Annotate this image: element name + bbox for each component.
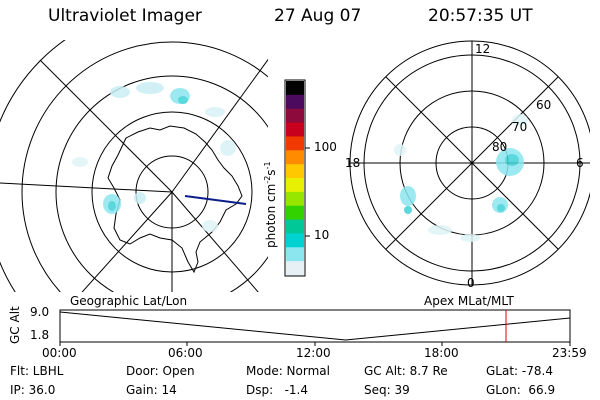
mode-status: Mode: Normal bbox=[246, 364, 330, 378]
altitude-timeline bbox=[59, 309, 571, 346]
coastline bbox=[107, 125, 243, 274]
colorbar-band bbox=[286, 219, 304, 234]
timeline-x-tick-0: 00:00 bbox=[42, 346, 77, 360]
timeline-y-tick-top: 9.0 bbox=[30, 305, 50, 319]
satellite-track bbox=[184, 195, 247, 205]
mlt-label-18: 18 bbox=[345, 156, 361, 170]
colorbar-band bbox=[286, 205, 304, 221]
glon-status: GLon: 66.9 bbox=[486, 383, 556, 397]
colorbar-unit-label: photon cm-2s-1 bbox=[263, 161, 278, 248]
seq-status: Seq: 39 bbox=[364, 383, 410, 397]
mlt-label-6: 6 bbox=[576, 156, 584, 170]
time-label: 20:57:35 UT bbox=[428, 6, 533, 26]
colorbar-band bbox=[286, 108, 304, 124]
colorbar-band bbox=[286, 191, 304, 207]
gc-alt-status: GC Alt: 8.7 Re bbox=[364, 364, 448, 378]
mlat-label-60: 60 bbox=[536, 98, 552, 112]
meridian-se bbox=[171, 191, 259, 292]
ip-status: IP: 36.0 bbox=[10, 383, 56, 397]
mlt-label-0: 0 bbox=[467, 276, 475, 290]
timeline-x-tick-4: 23:59 bbox=[552, 346, 587, 360]
colorbar-band bbox=[286, 178, 304, 193]
timeline-x-tick-2: 12:00 bbox=[296, 346, 331, 360]
timeline-x-tick-3: 18:00 bbox=[424, 346, 459, 360]
geographic-map bbox=[0, 40, 268, 292]
timeline-y-axis-label: GC Alt bbox=[8, 306, 22, 344]
colorbar-tick-10: 10 bbox=[314, 228, 330, 242]
colorbar-band bbox=[286, 247, 304, 262]
mlt-label-12: 12 bbox=[475, 42, 491, 56]
colorbar bbox=[284, 79, 310, 277]
meridian-w bbox=[0, 182, 173, 193]
colorbar-band bbox=[286, 81, 304, 96]
aurora-left bbox=[72, 82, 236, 232]
glat-status: GLat: -78.4 bbox=[486, 364, 553, 378]
colorbar-band bbox=[286, 233, 304, 248]
door-status: Door: Open bbox=[126, 364, 195, 378]
meridian-ne bbox=[171, 58, 268, 193]
right-panel-caption: Apex MLat/MLT bbox=[424, 294, 514, 308]
colorbar-band bbox=[286, 150, 304, 165]
colorbar-band bbox=[286, 164, 304, 179]
meridian-nw bbox=[39, 59, 173, 193]
meridian-sw bbox=[81, 191, 173, 292]
magnetic-map bbox=[349, 40, 590, 286]
instrument-title: Ultraviolet Imager bbox=[48, 6, 202, 26]
lat-circle-4 bbox=[21, 41, 268, 292]
colorbar-band bbox=[286, 136, 304, 151]
mlat-label-70: 70 bbox=[512, 120, 528, 134]
lat-circle-5 bbox=[0, 40, 66, 292]
mlt-line-diag2 bbox=[385, 76, 559, 250]
colorbar-band bbox=[286, 122, 304, 137]
filter-status: Flt: LBHL bbox=[10, 364, 64, 378]
mlat-label-80: 80 bbox=[492, 140, 508, 154]
aurora-right bbox=[394, 114, 528, 242]
colorbar-band bbox=[286, 94, 304, 110]
colorbar-band bbox=[286, 261, 304, 276]
colorbar-tick-100: 100 bbox=[314, 140, 337, 154]
left-panel-caption: Geographic Lat/Lon bbox=[70, 294, 188, 308]
altitude-curve bbox=[59, 311, 571, 341]
timeline-x-tick-1: 06:00 bbox=[168, 346, 203, 360]
timeline-y-tick-bottom: 1.8 bbox=[30, 328, 50, 342]
lat-circle-3 bbox=[55, 75, 268, 292]
gain-status: Gain: 14 bbox=[126, 383, 177, 397]
dsp-status: Dsp: -1.4 bbox=[246, 383, 309, 397]
date-label: 27 Aug 07 bbox=[274, 6, 362, 26]
